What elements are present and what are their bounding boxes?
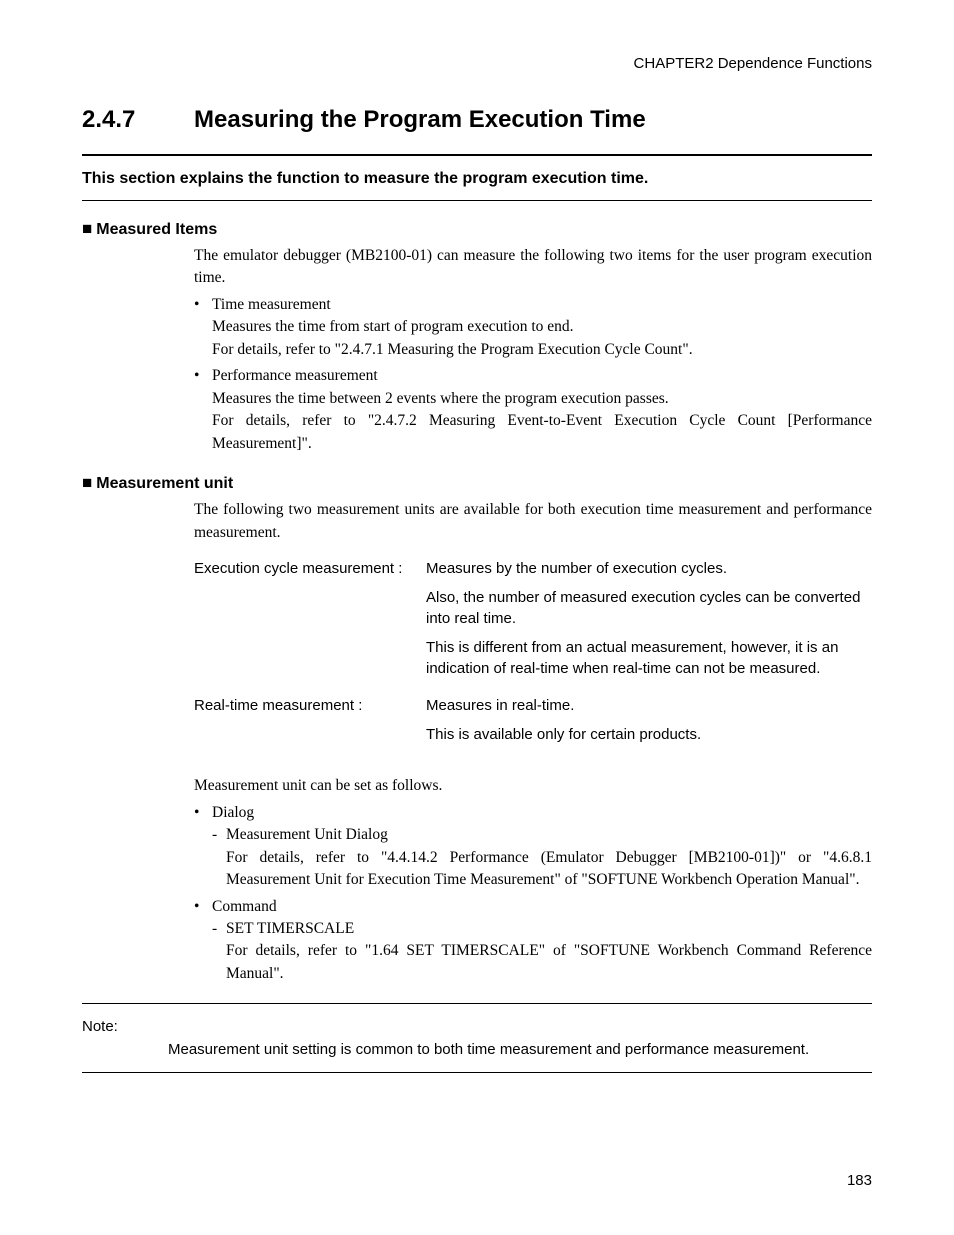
square-bullet-icon: ■ [82,473,92,492]
list-item: • Performance measurement Measures the t… [194,365,872,455]
table-row: Execution cycle measurement : Measures b… [194,558,872,687]
sub-item-title: Measurement Unit Dialog [226,824,872,846]
section-number: 2.4.7 [82,106,190,134]
list-item-title: Time measurement [212,296,331,313]
list-item-line: For details, refer to "2.4.7.2 Measuring… [212,410,872,455]
page-number: 183 [847,1172,872,1189]
divider [82,154,872,156]
chapter-header: CHAPTER2 Dependence Functions [82,55,872,72]
intro-text: This section explains the function to me… [82,170,872,188]
list-item-line: Measures the time between 2 events where… [212,388,872,410]
body-block: Measurement unit can be set as follows. … [194,775,872,985]
unit-label: Real-time measurement : [194,695,426,753]
units-table: Execution cycle measurement : Measures b… [194,558,872,753]
unit-label: Execution cycle measurement : [194,558,426,687]
bullet-list: • Dialog - Measurement Unit Dialog For d… [194,802,872,986]
list-item: • Command - SET TIMERSCALE For details, … [194,896,872,986]
sub-item-detail: For details, refer to "1.64 SET TIMERSCA… [226,940,872,985]
bullet-icon: • [194,294,212,316]
subheading-measurement-unit: ■Measurement unit [82,473,872,493]
bullet-list: • Time measurement Measures the time fro… [194,294,872,455]
subheading-text: Measured Items [96,221,217,238]
unit-description: Measures by the number of execution cycl… [426,558,872,687]
sub-item-title: SET TIMERSCALE [226,918,872,940]
divider [82,1003,872,1004]
list-item-title: Performance measurement [212,367,378,384]
bullet-icon: • [194,896,212,918]
section-heading-row: 2.4.7 Measuring the Program Execution Ti… [82,106,872,134]
divider [82,200,872,201]
list-item: • Time measurement Measures the time fro… [194,294,872,361]
list-item-line: Measures the time from start of program … [212,316,872,338]
desc-line: Measures in real-time. [426,695,872,716]
table-row: Real-time measurement : Measures in real… [194,695,872,753]
desc-line: Measures by the number of execution cycl… [426,558,872,579]
bullet-icon: • [194,365,212,387]
desc-line: Also, the number of measured execution c… [426,587,872,629]
list-item-title: Dialog [212,802,872,824]
dash-icon: - [212,824,226,891]
body-block: The following two measurement units are … [194,499,872,544]
section-title: Measuring the Program Execution Time [194,106,646,134]
list-item: • Dialog - Measurement Unit Dialog For d… [194,802,872,892]
subheading-text: Measurement unit [96,475,233,492]
dash-icon: - [212,918,226,985]
desc-line: This is different from an actual measure… [426,637,872,679]
paragraph: Measurement unit can be set as follows. [194,775,872,797]
subheading-measured-items: ■Measured Items [82,219,872,239]
desc-line: This is available only for certain produ… [426,724,872,745]
note-body: Measurement unit setting is common to bo… [168,1041,872,1058]
divider [82,1072,872,1073]
sub-item-detail: For details, refer to "4.4.14.2 Performa… [226,847,872,892]
document-page: CHAPTER2 Dependence Functions 2.4.7 Meas… [0,0,954,1235]
body-block: The emulator debugger (MB2100-01) can me… [194,245,872,455]
list-item-line: For details, refer to "2.4.7.1 Measuring… [212,339,872,361]
paragraph: The emulator debugger (MB2100-01) can me… [194,245,872,290]
paragraph: The following two measurement units are … [194,499,872,544]
note-label: Note: [82,1018,872,1035]
bullet-icon: • [194,802,212,824]
unit-description: Measures in real-time. This is available… [426,695,872,753]
square-bullet-icon: ■ [82,219,92,238]
list-item-title: Command [212,896,872,918]
